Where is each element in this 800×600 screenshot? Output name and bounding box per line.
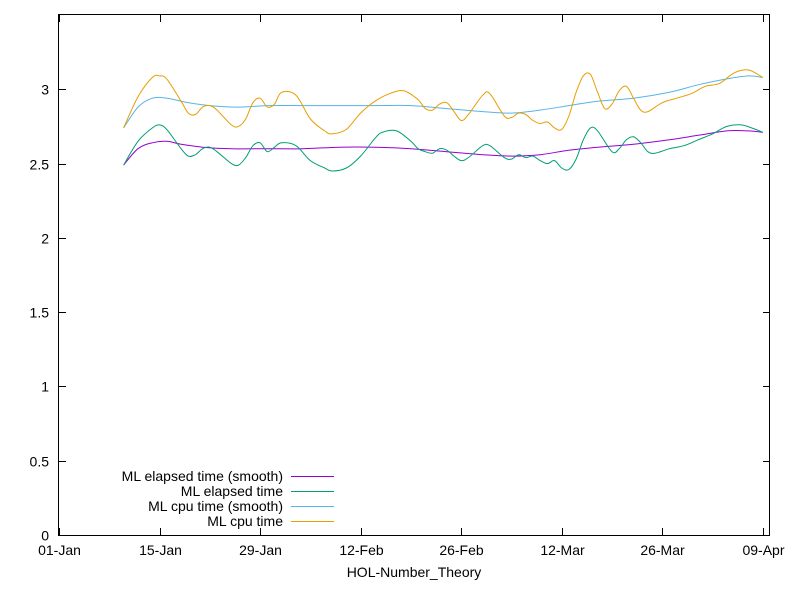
series-lines — [123, 69, 764, 172]
x-tick-label: 12-Feb — [339, 542, 384, 558]
x-tick-label: 26-Feb — [439, 542, 484, 558]
y-tick-label: 2.5 — [30, 157, 50, 173]
y-tick-label: 1.5 — [30, 305, 50, 321]
x-tick-label: 09-Apr — [742, 542, 784, 558]
y-axis: 0 0.5 1 1.5 2 2.5 3 — [30, 82, 770, 544]
x-axis: 01-Jan 15-Jan 29-Jan 12-Feb 26-Feb 12-Mar 26-M… — [38, 15, 785, 558]
plot-frame — [58, 14, 770, 536]
x-tick-label: 29-Jan — [239, 542, 282, 558]
legend: ML elapsed time (smooth)ML elapsed timeM… — [122, 468, 334, 529]
x-tick-label: 26-Mar — [640, 542, 685, 558]
series-line-ml-elapsed-time — [123, 124, 763, 172]
legend-label-ml-elapsed-time: ML elapsed time — [181, 483, 283, 499]
y-tick-label: 3 — [41, 82, 49, 98]
series-line-ml-cpu-time-smooth — [123, 75, 763, 129]
y-tick-label: 1 — [41, 379, 49, 395]
legend-label-ml-cpu-time-smooth: ML cpu time (smooth) — [148, 498, 283, 514]
series-line-ml-elapsed-time-smooth — [123, 129, 763, 166]
x-tick-label: 15-Jan — [139, 542, 182, 558]
series-line-ml-cpu-time — [123, 69, 764, 135]
y-tick-label: 2 — [41, 231, 49, 247]
y-tick-label: 0.5 — [30, 454, 50, 470]
legend-label-ml-cpu-time: ML cpu time — [207, 513, 283, 529]
x-axis-title: HOL-Number_Theory — [347, 564, 482, 580]
y-tick-label: 0 — [41, 528, 49, 544]
x-tick-label: 01-Jan — [38, 542, 81, 558]
legend-label-ml-elapsed-time-smooth: ML elapsed time (smooth) — [122, 468, 283, 484]
x-tick-label: 12-Mar — [540, 542, 585, 558]
